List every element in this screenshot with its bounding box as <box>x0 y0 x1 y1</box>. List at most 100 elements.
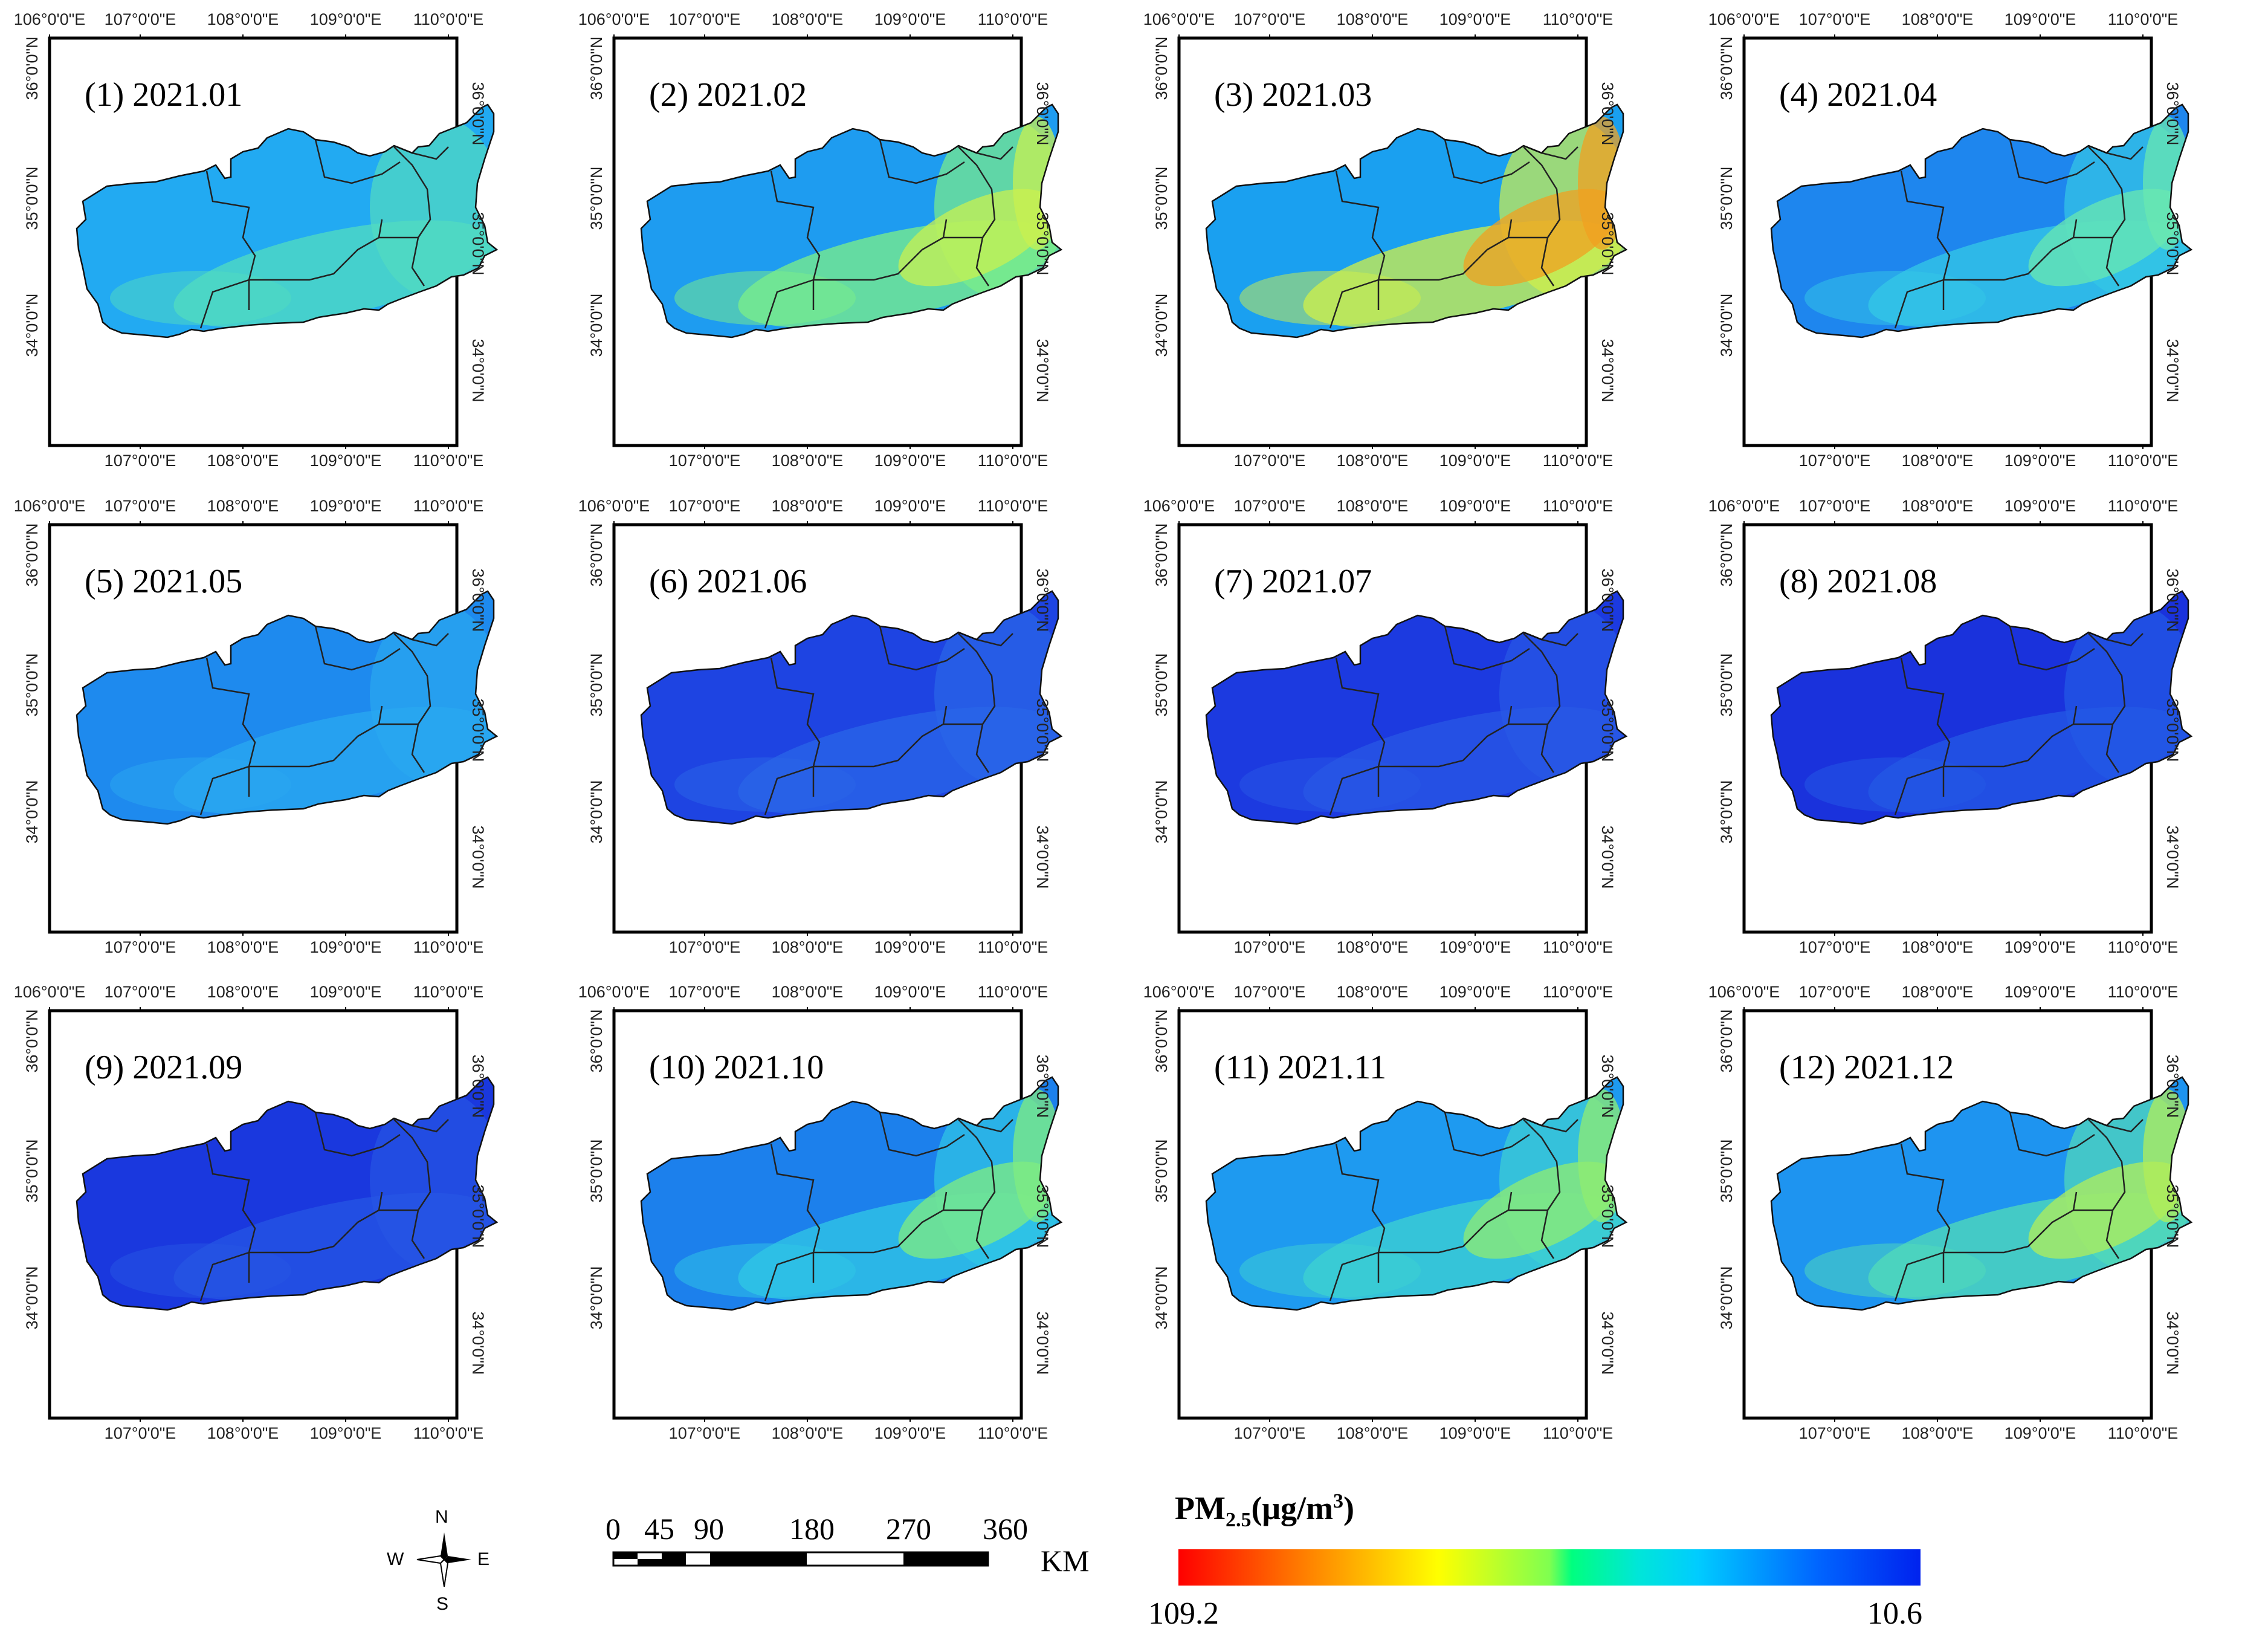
region-outline <box>76 590 499 825</box>
lat-label-left: 35°0'0"N <box>587 653 606 716</box>
lon-label-bottom: 108°0'0"E <box>1337 452 1409 470</box>
map-panel: (5) 2021.05 106°0'0"E 107°0'0"E 108°0'0"E 10… <box>14 497 499 956</box>
lat-label-left: 35°0'0"N <box>1717 166 1736 230</box>
lon-label-top: 107°0'0"E <box>1234 497 1306 515</box>
lon-label-top: 110°0'0"E <box>1543 983 1614 1001</box>
city-boundary <box>314 626 401 671</box>
lat-label-right: 34°0'0"N <box>469 825 487 889</box>
map-panel: (1) 2021.01 106°0'0"E 107°0'0"E 108°0'0"E 10… <box>14 10 499 470</box>
lon-label-bottom: 110°0'0"E <box>978 1424 1048 1442</box>
lon-label-top: 107°0'0"E <box>1799 10 1871 28</box>
lat-label-left: 35°0'0"N <box>1152 653 1171 716</box>
lon-label-bottom: 108°0'0"E <box>207 938 279 956</box>
lon-label-top: 107°0'0"E <box>105 497 176 515</box>
lon-label-top: 110°0'0"E <box>978 10 1048 28</box>
lon-label-top: 110°0'0"E <box>2108 983 2179 1001</box>
lon-label-bottom: 110°0'0"E <box>978 938 1048 956</box>
lat-label-right: 35°0'0"N <box>2163 212 2182 275</box>
city-boundary <box>879 1112 965 1157</box>
city-boundary <box>1540 1210 1555 1259</box>
lon-label-top: 110°0'0"E <box>413 10 484 28</box>
lon-label-top: 109°0'0"E <box>874 10 946 28</box>
lon-label-bottom: 110°0'0"E <box>978 452 1048 470</box>
hotspot <box>370 1089 497 1271</box>
lon-label-bottom: 107°0'0"E <box>1799 938 1871 956</box>
lon-label-top: 107°0'0"E <box>1234 983 1306 1001</box>
city-boundary <box>1894 765 1944 815</box>
lon-label-top: 110°0'0"E <box>413 983 484 1001</box>
hotspot <box>2064 603 2191 785</box>
lon-label-bottom: 110°0'0"E <box>2108 452 2179 470</box>
lat-label-right: 34°0'0"N <box>1598 1311 1617 1375</box>
lon-label-bottom: 108°0'0"E <box>1902 452 1974 470</box>
lat-label-right: 36°0'0"N <box>2163 82 2182 145</box>
lat-label-right: 34°0'0"N <box>1033 825 1052 889</box>
city-boundary <box>411 237 425 287</box>
city-boundary <box>975 1210 990 1259</box>
region-outline <box>640 103 1063 339</box>
hotspot <box>674 271 856 325</box>
lat-label-left: 34°0'0"N <box>1152 1266 1171 1329</box>
lon-label-top: 106°0'0"E <box>14 10 86 28</box>
lat-label-right: 35°0'0"N <box>1598 212 1617 275</box>
panel-title: (4) 2021.04 <box>1779 76 1937 114</box>
lon-label-top: 109°0'0"E <box>1439 497 1511 515</box>
city-boundary <box>199 279 250 329</box>
hotspot <box>1239 757 1421 812</box>
scale-tick-360: 360 <box>983 1512 1028 1546</box>
lon-label-top: 110°0'0"E <box>413 497 484 515</box>
lon-label-top: 108°0'0"E <box>1902 983 1974 1001</box>
lon-label-top: 109°0'0"E <box>874 983 946 1001</box>
lon-label-top: 107°0'0"E <box>105 983 176 1001</box>
lon-label-top: 107°0'0"E <box>105 10 176 28</box>
city-boundary <box>879 626 965 671</box>
map-panel: (2) 2021.02 106°0'0"E 107°0'0"E 108°0'0"E 10… <box>578 10 1063 470</box>
lon-label-bottom: 110°0'0"E <box>2108 938 2179 956</box>
city-boundary <box>379 146 431 239</box>
city-boundary <box>411 724 425 773</box>
hotspot <box>370 117 497 298</box>
lat-label-left: 34°0'0"N <box>1152 780 1171 843</box>
city-boundary <box>2009 626 2095 671</box>
lat-label-right: 35°0'0"N <box>469 1184 487 1248</box>
panel-title: (6) 2021.06 <box>649 563 807 600</box>
city-boundary <box>1894 1251 1944 1301</box>
lon-label-bottom: 109°0'0"E <box>874 1424 946 1442</box>
region-outline <box>1205 590 1628 825</box>
city-boundary <box>2073 146 2126 239</box>
lon-label-top: 108°0'0"E <box>1337 10 1409 28</box>
lat-label-left: 35°0'0"N <box>23 653 41 716</box>
city-boundary <box>1329 279 1379 329</box>
panel-title: (5) 2021.05 <box>85 563 242 600</box>
lat-label-left: 36°0'0"N <box>1152 36 1171 100</box>
lon-label-top: 106°0'0"E <box>578 497 650 515</box>
lon-label-top: 106°0'0"E <box>14 497 86 515</box>
lat-label-right: 36°0'0"N <box>1598 82 1617 145</box>
lon-label-bottom: 108°0'0"E <box>1337 1424 1409 1442</box>
lon-label-top: 108°0'0"E <box>772 497 844 515</box>
region-outline <box>1205 103 1628 339</box>
map-panel: (10) 2021.10 106°0'0"E 107°0'0"E 108°0'0"E 1… <box>578 983 1063 1442</box>
lon-label-bottom: 108°0'0"E <box>1902 1424 1974 1442</box>
lon-label-top: 110°0'0"E <box>2108 10 2179 28</box>
lon-label-top: 110°0'0"E <box>1543 497 1614 515</box>
lon-label-top: 106°0'0"E <box>14 983 86 1001</box>
lon-label-top: 108°0'0"E <box>207 497 279 515</box>
city-boundary <box>1329 765 1379 815</box>
lon-label-bottom: 110°0'0"E <box>413 452 484 470</box>
lon-label-top: 109°0'0"E <box>310 10 382 28</box>
lon-label-bottom: 110°0'0"E <box>413 1424 484 1442</box>
scale-tick-45: 45 <box>644 1512 674 1546</box>
region-outline <box>640 590 1063 825</box>
pm25-colorbar <box>1178 1549 1921 1586</box>
lat-label-left: 34°0'0"N <box>1717 1266 1736 1329</box>
lon-label-bottom: 109°0'0"E <box>2005 938 2076 956</box>
lon-label-bottom: 107°0'0"E <box>669 452 741 470</box>
lat-label-right: 35°0'0"N <box>1033 212 1052 275</box>
hotspot <box>1804 1243 1986 1298</box>
lon-label-top: 109°0'0"E <box>310 497 382 515</box>
lon-label-top: 109°0'0"E <box>310 983 382 1001</box>
lat-label-right: 34°0'0"N <box>2163 1311 2182 1375</box>
city-boundary <box>1508 1119 1561 1211</box>
lat-label-right: 35°0'0"N <box>1598 698 1617 762</box>
